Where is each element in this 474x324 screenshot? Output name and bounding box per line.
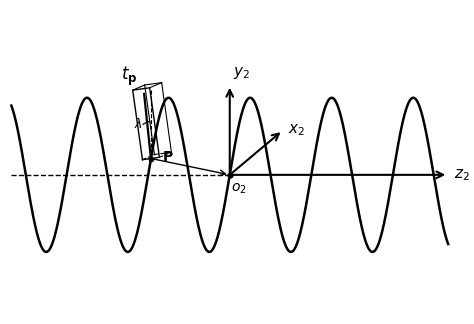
- Text: $t_{\mathbf{p}}$: $t_{\mathbf{p}}$: [121, 64, 137, 87]
- Text: $\lambda$: $\lambda$: [134, 117, 143, 131]
- Text: $o_2$: $o_2$: [230, 182, 246, 196]
- Text: $y_2$: $y_2$: [233, 65, 250, 82]
- Text: $x_2$: $x_2$: [288, 122, 305, 138]
- Text: $\mathbf{P}$: $\mathbf{P}$: [162, 150, 173, 164]
- Text: $z_2$: $z_2$: [454, 167, 470, 183]
